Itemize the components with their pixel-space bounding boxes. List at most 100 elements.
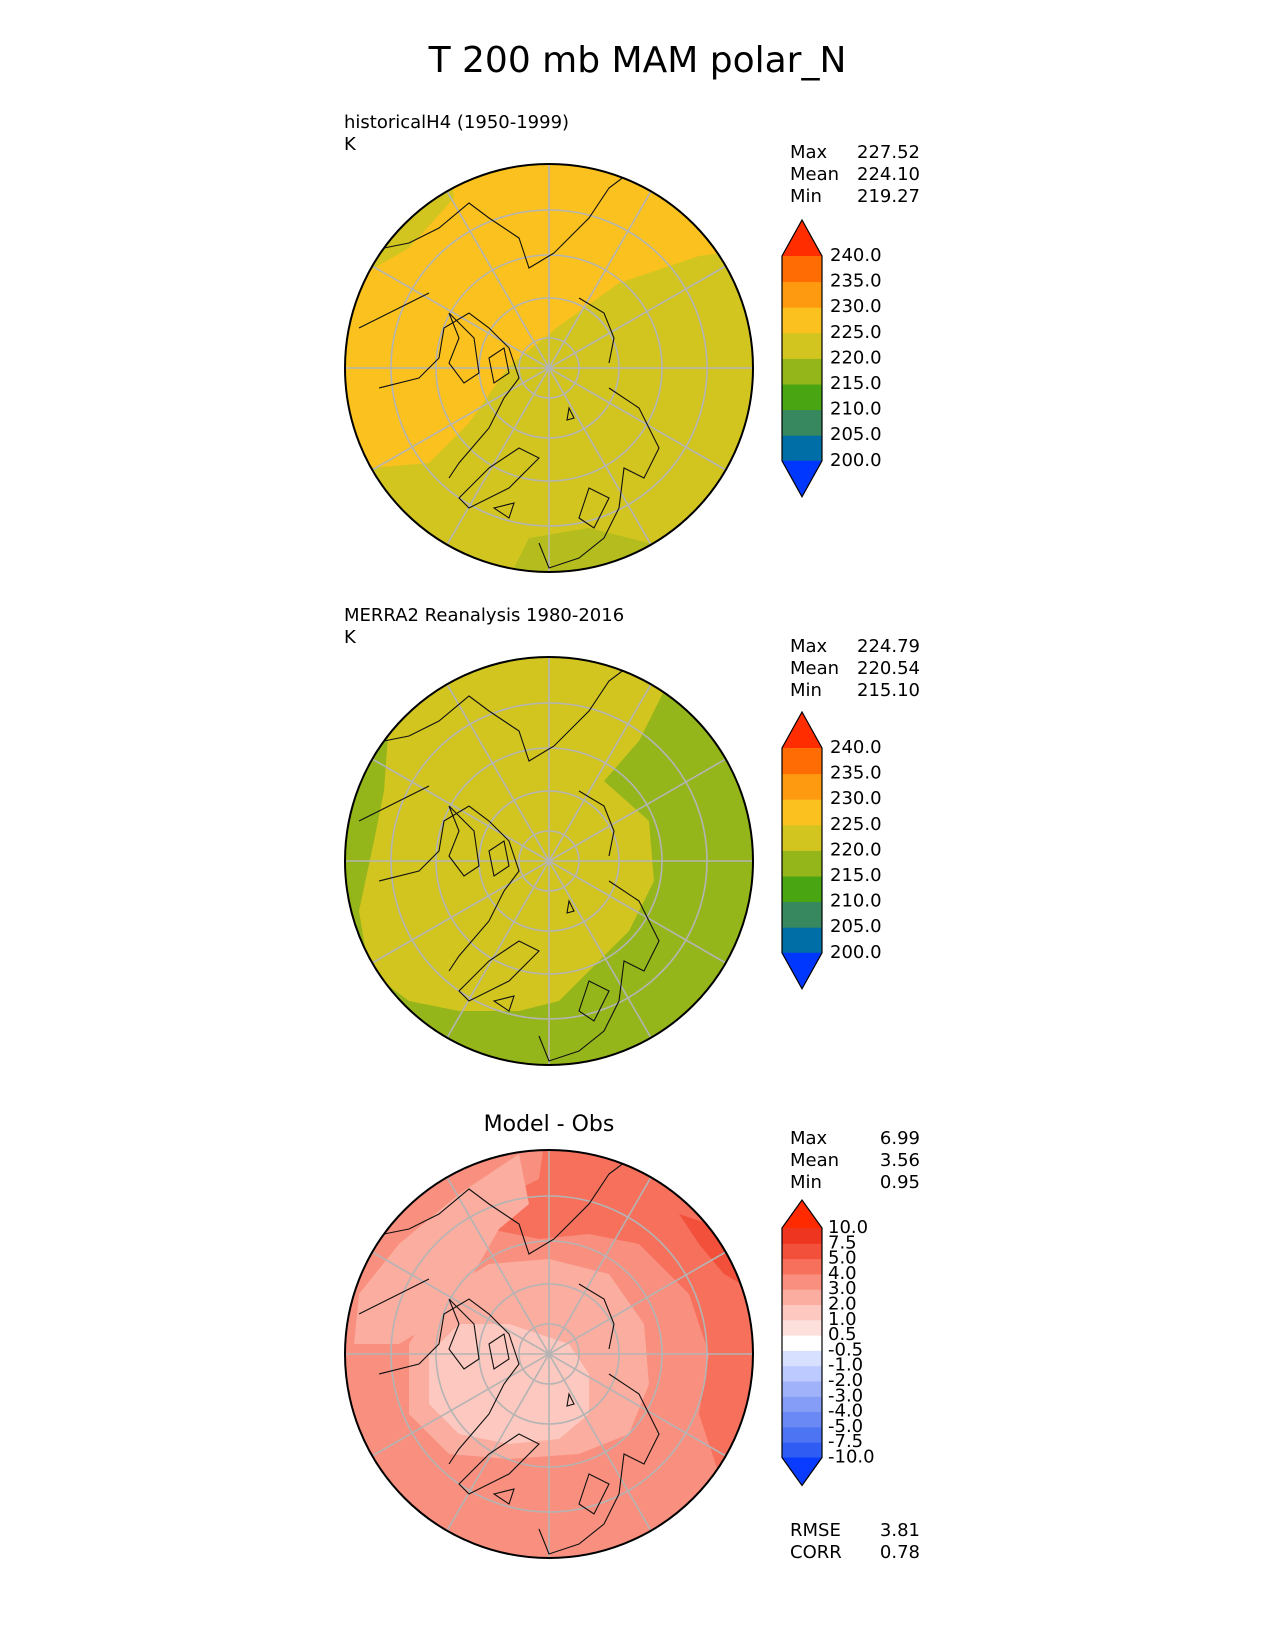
model-graticule	[345, 164, 753, 572]
colorbar-tick-label: -10.0	[828, 1447, 875, 1468]
colorbar-swatch	[782, 1442, 822, 1458]
colorbar-tick-label: 205.0	[830, 916, 882, 937]
figure-title: T 200 mb MAM polar_N	[428, 40, 847, 81]
colorbar-tick-label: 215.0	[830, 865, 882, 886]
colorbar-tick-label: -1.0	[828, 1355, 863, 1376]
stat-value: 224.10	[857, 164, 920, 185]
obs-colorbar: 200.0 205.0 210.0 215.0 220.0 225.0 230.0 235.0…	[781, 710, 882, 991]
colorbar-swatch	[782, 748, 822, 775]
colorbar-swatch	[782, 927, 822, 954]
colorbar-swatch	[782, 332, 822, 359]
colorbar-swatch	[782, 1243, 822, 1260]
stat-label: Mean	[790, 164, 840, 185]
colorbar-tick-label: 10.0	[828, 1217, 868, 1238]
colorbar-swatch	[782, 1350, 822, 1367]
colorbar-tick-label: 1.0	[828, 1309, 857, 1330]
stat-value: 219.27	[857, 186, 920, 207]
diff-error-stats: RMSE 3.81 CORR 0.78	[790, 1520, 920, 1564]
colorbar-extend-max	[782, 1200, 822, 1228]
model-colorbar: 200.0 205.0 210.0 215.0 220.0 225.0 230.0 235.0…	[781, 218, 882, 499]
colorbar-swatch	[782, 1365, 822, 1382]
stat-label: Max	[790, 142, 828, 163]
colorbar-tick-label: 220.0	[830, 347, 882, 368]
obs-panel-name: MERRA2 Reanalysis 1980-2016	[344, 605, 625, 626]
colorbar-tick-label: 220.0	[830, 839, 882, 860]
colorbar-swatch	[782, 1258, 822, 1275]
obs-coastlines	[358, 665, 660, 1062]
stat-label: RMSE	[790, 1520, 841, 1541]
colorbar-swatch	[782, 384, 822, 411]
colorbar-swatch	[782, 1381, 822, 1397]
stat-value: 0.95	[879, 1172, 920, 1193]
colorbar-tick-label: 7.5	[828, 1232, 857, 1253]
colorbar-swatch	[782, 1335, 822, 1351]
colorbar-swatch	[782, 773, 822, 800]
colorbar-tick-label: 210.0	[830, 891, 882, 912]
colorbar-extend-min	[782, 460, 822, 497]
colorbar-swatch	[782, 1228, 822, 1244]
model-map-boundary	[344, 163, 754, 573]
colorbar-tick-label: 240.0	[830, 737, 882, 758]
stat-label: Min	[790, 1172, 822, 1193]
colorbar-tick-label: 5.0	[828, 1248, 857, 1269]
colorbar-tick-label: 225.0	[830, 814, 882, 835]
diff-stats: Max 6.99 Mean 3.56 Min 0.95	[790, 1128, 920, 1194]
obs-panel-title: MERRA2 Reanalysis 1980-2016 K	[344, 605, 624, 649]
stat-label: Min	[790, 186, 822, 207]
colorbar-swatch	[782, 307, 822, 334]
colorbar-tick-label: 2.0	[828, 1294, 857, 1315]
obs-map-boundary	[344, 656, 754, 1066]
colorbar-tick-label: -3.0	[828, 1385, 863, 1406]
stat-value: 3.81	[879, 1520, 920, 1541]
stat-value: 220.54	[857, 658, 920, 679]
colorbar-swatch	[782, 1426, 822, 1443]
colorbar-tick-label: 200.0	[830, 942, 882, 963]
obs-stats: Max 224.79 Mean 220.54 Min 215.10	[790, 636, 920, 702]
stat-value: 6.99	[879, 1128, 920, 1149]
colorbar-tick-label: -5.0	[828, 1416, 863, 1437]
stat-value: 0.78	[879, 1542, 920, 1563]
colorbar-swatch	[782, 901, 822, 928]
model-coastlines	[358, 172, 660, 569]
model-panel-title: historicalH4 (1950-1999) K	[344, 112, 569, 156]
colorbar-swatch	[782, 1304, 822, 1321]
colorbar-tick-label: -4.0	[828, 1401, 863, 1422]
diff-coastlines	[358, 1158, 660, 1555]
colorbar-swatch	[782, 850, 822, 877]
stat-label: Max	[790, 1128, 828, 1149]
model-stats: Max 227.52 Mean 224.10 Min 219.27	[790, 142, 920, 208]
colorbar-tick-label: 240.0	[830, 245, 882, 266]
stat-label: CORR	[790, 1542, 842, 1563]
stat-label: Max	[790, 636, 828, 657]
diff-panel-title: Model - Obs	[483, 1112, 615, 1137]
colorbar-swatch	[782, 409, 822, 436]
colorbar-tick-label: 230.0	[830, 296, 882, 317]
colorbar-swatch	[782, 1319, 822, 1336]
obs-main-region	[359, 657, 669, 1011]
stat-value: 227.52	[857, 142, 920, 163]
colorbar-swatch	[782, 824, 822, 851]
colorbar-tick-label: 200.0	[830, 450, 882, 471]
colorbar-swatch	[782, 358, 822, 385]
colorbar-swatch	[782, 799, 822, 826]
colorbar-tick-label: 230.0	[830, 788, 882, 809]
colorbar-swatch	[782, 1289, 822, 1305]
colorbar-swatch	[782, 1396, 822, 1413]
colorbar-tick-label: 210.0	[830, 399, 882, 420]
colorbar-extend-max	[782, 220, 822, 256]
colorbar-tick-label: 225.0	[830, 322, 882, 343]
colorbar-tick-label: 0.5	[828, 1324, 857, 1345]
model-panel-name: historicalH4 (1950-1999)	[344, 112, 570, 133]
colorbar-tick-label: 4.0	[828, 1263, 857, 1284]
colorbar-swatch	[782, 876, 822, 903]
colorbar-swatch	[782, 1273, 822, 1290]
colorbar-tick-label: 215.0	[830, 373, 882, 394]
model-panel-units: K	[344, 134, 356, 155]
colorbar-tick-label: 3.0	[828, 1278, 857, 1299]
colorbar-tick-label: -7.5	[828, 1431, 863, 1452]
diff-map-boundary	[344, 1149, 754, 1559]
colorbar-extend-max	[782, 712, 822, 748]
colorbar-tick-label: -0.5	[828, 1339, 863, 1360]
obs-graticule	[345, 657, 753, 1065]
stat-value: 215.10	[857, 680, 920, 701]
